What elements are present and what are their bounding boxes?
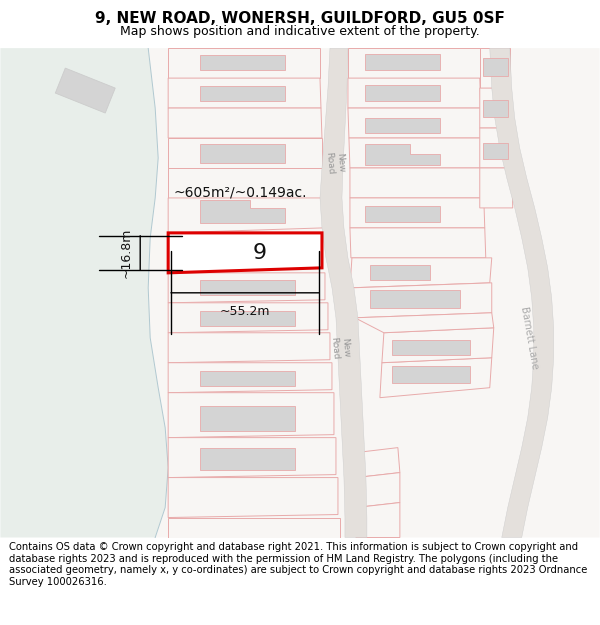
Polygon shape	[365, 118, 440, 133]
Text: 9, NEW ROAD, WONERSH, GUILDFORD, GU5 0SF: 9, NEW ROAD, WONERSH, GUILDFORD, GU5 0SF	[95, 11, 505, 26]
Polygon shape	[348, 78, 481, 108]
Polygon shape	[480, 48, 510, 88]
Text: Barnett Lane: Barnett Lane	[519, 306, 540, 370]
Polygon shape	[320, 48, 367, 538]
Polygon shape	[168, 198, 323, 233]
Polygon shape	[382, 328, 494, 362]
Polygon shape	[356, 448, 400, 478]
Polygon shape	[356, 503, 400, 538]
Polygon shape	[168, 518, 340, 538]
Polygon shape	[350, 198, 485, 228]
Polygon shape	[365, 54, 440, 70]
Polygon shape	[148, 48, 599, 538]
Polygon shape	[480, 88, 511, 128]
Polygon shape	[365, 85, 440, 101]
Text: ~55.2m: ~55.2m	[220, 305, 271, 318]
Polygon shape	[168, 332, 330, 362]
Text: New
Road: New Road	[329, 336, 350, 360]
Polygon shape	[480, 168, 513, 208]
Polygon shape	[55, 68, 115, 113]
Polygon shape	[350, 228, 486, 258]
Polygon shape	[200, 86, 285, 101]
Text: ~605m²/~0.149ac.: ~605m²/~0.149ac.	[173, 186, 307, 200]
Polygon shape	[490, 48, 554, 538]
Polygon shape	[200, 448, 295, 469]
Polygon shape	[168, 478, 338, 518]
Text: Map shows position and indicative extent of the property.: Map shows position and indicative extent…	[120, 26, 480, 39]
Polygon shape	[370, 290, 460, 308]
Polygon shape	[168, 138, 322, 168]
Polygon shape	[200, 200, 285, 223]
Polygon shape	[200, 406, 295, 431]
Polygon shape	[168, 168, 322, 198]
Polygon shape	[168, 273, 325, 302]
Polygon shape	[480, 128, 512, 168]
Text: 9: 9	[253, 243, 267, 263]
Polygon shape	[350, 168, 484, 198]
Polygon shape	[348, 48, 480, 78]
Polygon shape	[365, 206, 440, 222]
Text: New
Road: New Road	[325, 151, 346, 175]
Polygon shape	[200, 371, 295, 386]
Polygon shape	[200, 280, 295, 295]
Polygon shape	[168, 362, 332, 392]
Polygon shape	[352, 283, 492, 318]
Polygon shape	[168, 108, 322, 138]
Polygon shape	[168, 233, 322, 273]
Polygon shape	[200, 144, 285, 163]
Polygon shape	[356, 472, 400, 508]
Polygon shape	[349, 138, 483, 168]
Polygon shape	[350, 258, 492, 288]
Polygon shape	[168, 78, 321, 108]
Polygon shape	[483, 143, 508, 159]
Polygon shape	[483, 100, 508, 117]
Text: Contains OS data © Crown copyright and database right 2021. This information is : Contains OS data © Crown copyright and d…	[9, 542, 587, 587]
Polygon shape	[168, 48, 320, 78]
Polygon shape	[200, 55, 285, 70]
Polygon shape	[483, 58, 508, 76]
Text: ~16.8m: ~16.8m	[119, 228, 132, 278]
Polygon shape	[392, 340, 470, 355]
Polygon shape	[168, 438, 336, 478]
Polygon shape	[200, 311, 295, 326]
Polygon shape	[392, 366, 470, 382]
Polygon shape	[348, 108, 482, 138]
Polygon shape	[355, 312, 494, 332]
Polygon shape	[365, 144, 440, 165]
Polygon shape	[1, 48, 168, 538]
Polygon shape	[168, 392, 334, 438]
Polygon shape	[370, 265, 430, 280]
Polygon shape	[380, 357, 492, 398]
Polygon shape	[168, 302, 328, 332]
